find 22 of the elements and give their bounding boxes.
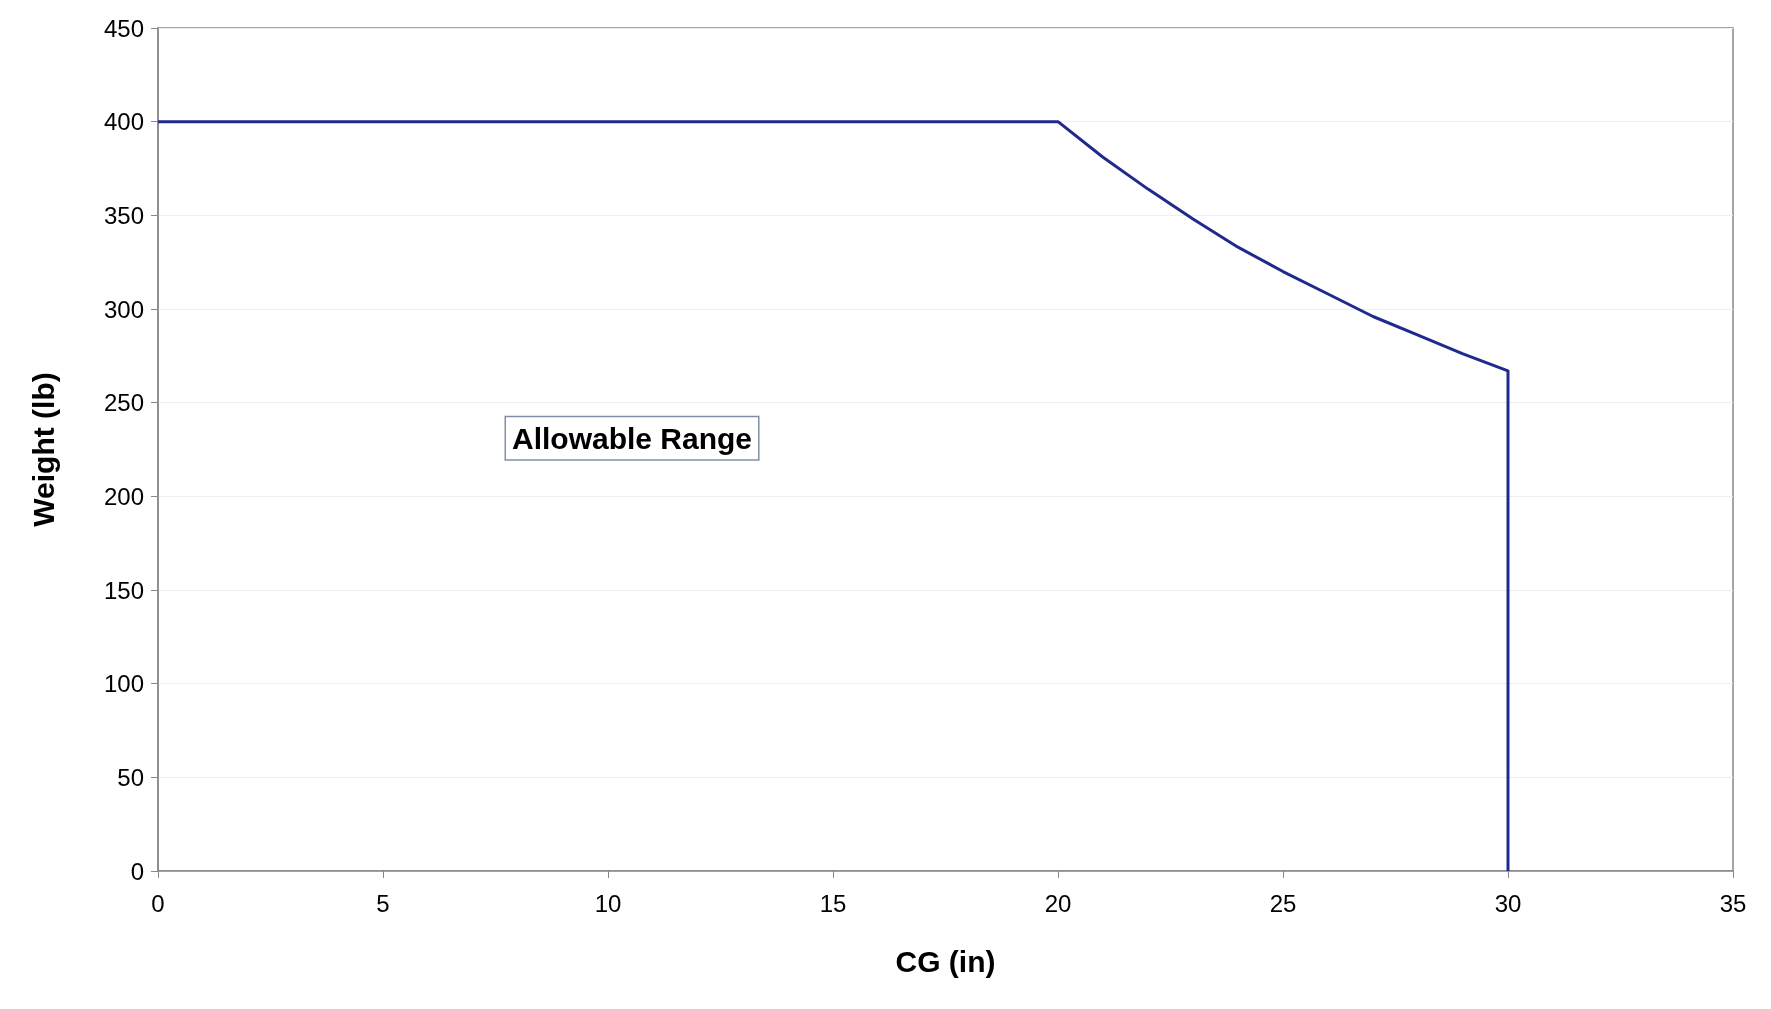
- x-tick-label: 20: [1044, 889, 1072, 917]
- x-tick-label: 25: [1269, 889, 1297, 917]
- y-tick-label: 50: [117, 763, 144, 791]
- y-tick-label: 100: [103, 670, 144, 698]
- x-tick-label: 10: [594, 889, 622, 917]
- x-tick-label: 35: [1719, 889, 1747, 917]
- y-tick-label: 350: [103, 201, 144, 229]
- y-axis-title: Weight (lb): [26, 372, 60, 527]
- annotation: Allowable Range: [512, 421, 753, 455]
- y-tick-label: 450: [103, 14, 144, 42]
- y-tick-label: 250: [103, 389, 144, 417]
- y-tick-label: 300: [103, 295, 144, 323]
- y-tick-label: 150: [103, 576, 144, 604]
- x-tick-label: 5: [376, 889, 390, 917]
- y-tick-label: 0: [130, 857, 144, 885]
- x-tick-label: 15: [819, 889, 847, 917]
- x-axis-title: CG (in): [895, 944, 996, 978]
- x-tick-label: 30: [1494, 889, 1522, 917]
- line-series: [156, 120, 1510, 873]
- y-tick-label: 200: [103, 482, 144, 510]
- y-tick-label: 400: [103, 108, 144, 136]
- x-tick-label: 0: [151, 889, 165, 917]
